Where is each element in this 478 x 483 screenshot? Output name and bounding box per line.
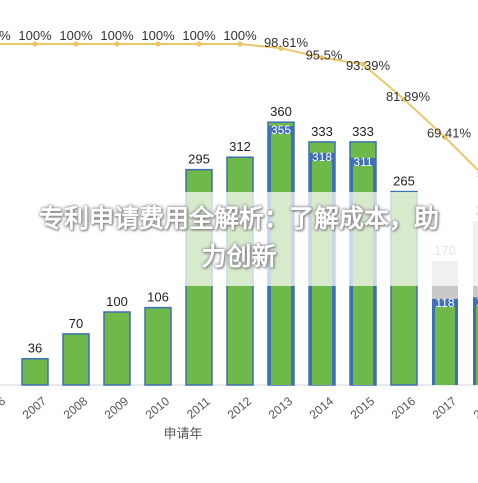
bar-label-2009: 100	[106, 294, 128, 309]
bar-total-2008	[62, 333, 90, 386]
bar-inner-body-2018	[476, 305, 478, 385]
line-label-2016: 81.89%	[386, 89, 431, 104]
x-tick-label-2011: 2011	[184, 394, 213, 422]
bar-inner-body-2017	[435, 306, 455, 385]
overlay-title: 专利申请费用全解析：了解成本，助力创新	[38, 205, 439, 271]
x-tick-label-2008: 2008	[61, 394, 91, 422]
bar-label-2016: 265	[393, 174, 415, 189]
percentage-point-2017	[442, 134, 448, 140]
x-tick-label-2012: 2012	[225, 394, 255, 422]
bar-label-2008: 70	[69, 316, 83, 331]
line-label-2018: 56%	[477, 166, 478, 181]
x-tick-label-2016: 2016	[389, 394, 419, 422]
line-label-2011: 100%	[182, 28, 216, 43]
bar-total-2009	[103, 311, 131, 386]
line-label-2014: 95.5%	[306, 48, 343, 63]
bar-inner-top-2018	[473, 297, 478, 385]
percentage-point-2016	[401, 96, 407, 102]
line-label-2010: 100%	[141, 28, 175, 43]
title-overlay-band	[0, 192, 478, 286]
x-tick-label-2015: 2015	[348, 394, 378, 422]
bar-label-2012: 312	[229, 139, 251, 154]
bar-label-2007: 36	[28, 341, 42, 356]
line-label-2006: 100%	[0, 28, 11, 43]
line-label-2013: 98.61%	[264, 35, 309, 50]
x-axis-title: 申请年	[163, 426, 202, 441]
percentage-point-2015	[360, 61, 366, 67]
percentage-point-2011	[196, 41, 202, 47]
x-tick-label-2017: 2017	[430, 394, 460, 422]
percentage-point-2014	[319, 55, 325, 61]
x-tick-label-2018: 2018	[471, 394, 478, 422]
x-tick-label-2013: 2013	[266, 394, 296, 422]
line-label-2009: 100%	[100, 28, 134, 43]
percentage-point-2007	[32, 41, 38, 47]
line-label-2012: 100%	[223, 28, 257, 43]
x-tick-label-2007: 2007	[20, 394, 50, 422]
inner-label-2015: 311	[353, 155, 372, 169]
percentage-point-2010	[155, 41, 161, 47]
x-tick-label-2014: 2014	[307, 394, 337, 422]
inner-label-2017: 118	[435, 296, 454, 310]
percentage-point-2008	[73, 41, 79, 47]
x-tick-label-2006: 2006	[0, 394, 8, 422]
bar-label-2014: 333	[311, 124, 333, 139]
bar-label-2010: 106	[147, 290, 169, 305]
percentage-point-2013	[278, 45, 284, 51]
line-label-2007: 100%	[18, 28, 52, 43]
percentage-line	[0, 43, 478, 172]
percentage-point-2009	[114, 41, 120, 47]
percentage-point-2012	[237, 41, 243, 47]
inner-label-2018: 120	[476, 294, 478, 308]
x-tick-label-2010: 2010	[143, 394, 173, 422]
line-label-2015: 93.39%	[346, 58, 391, 73]
bar-label-2015: 333	[352, 124, 374, 139]
inner-label-2014: 318	[312, 150, 332, 164]
bar-total-2010	[144, 306, 172, 386]
bar-label-2011: 295	[188, 152, 210, 167]
bar-label-2013: 360	[270, 104, 292, 119]
line-label-2017: 69.41%	[427, 125, 472, 140]
bar-total-2007	[21, 357, 49, 386]
line-label-2008: 100%	[59, 28, 93, 43]
inner-label-2013: 355	[271, 123, 291, 137]
x-tick-label-2009: 2009	[102, 394, 132, 422]
